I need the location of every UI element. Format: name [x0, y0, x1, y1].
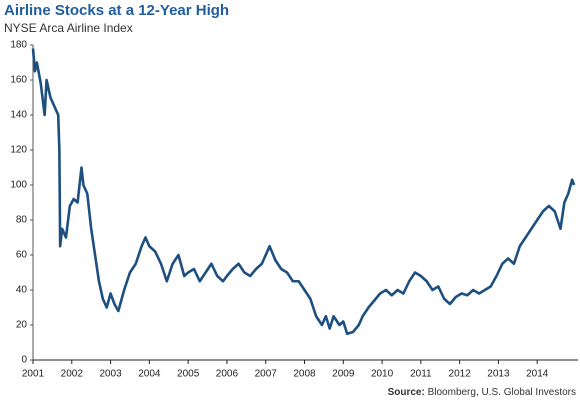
y-tick-label: 60 — [16, 250, 28, 261]
x-tick-label: 2004 — [138, 369, 161, 380]
y-tick-label: 80 — [16, 215, 28, 226]
chart-subtitle: NYSE Arca Airline Index — [4, 21, 133, 35]
y-tick-label: 100 — [10, 180, 27, 191]
chart-title: Airline Stocks at a 12-Year High — [4, 2, 229, 19]
x-tick-label: 2009 — [332, 369, 355, 380]
y-tick-label: 160 — [10, 75, 27, 86]
line-series — [31, 48, 576, 336]
x-tick-label: 2003 — [99, 369, 122, 380]
x-tick-label: 2002 — [61, 369, 84, 380]
x-tick-label: 2007 — [255, 369, 278, 380]
source-note: Source: Bloomberg, U.S. Global Investors — [388, 387, 576, 398]
source-text: Bloomberg, U.S. Global Investors — [428, 387, 576, 398]
x-tick-label: 2006 — [216, 369, 239, 380]
y-tick-label: 180 — [10, 40, 27, 51]
x-tick-label: 2005 — [177, 369, 200, 380]
source-label: Source: — [388, 387, 425, 398]
y-tick-label: 40 — [16, 285, 28, 296]
x-tick-label: 2001 — [22, 369, 45, 380]
x-tick-label: 2013 — [487, 369, 510, 380]
x-tick-label: 2008 — [293, 369, 316, 380]
y-tick-label: 140 — [10, 110, 27, 121]
y-tick-label: 0 — [21, 355, 27, 366]
x-tick-label: 2014 — [526, 369, 549, 380]
x-tick-label: 2010 — [371, 369, 394, 380]
x-tick-label: 2012 — [449, 369, 472, 380]
x-tick-label: 2011 — [410, 369, 432, 380]
y-tick-label: 120 — [10, 145, 27, 156]
y-tick-label: 20 — [16, 320, 28, 331]
